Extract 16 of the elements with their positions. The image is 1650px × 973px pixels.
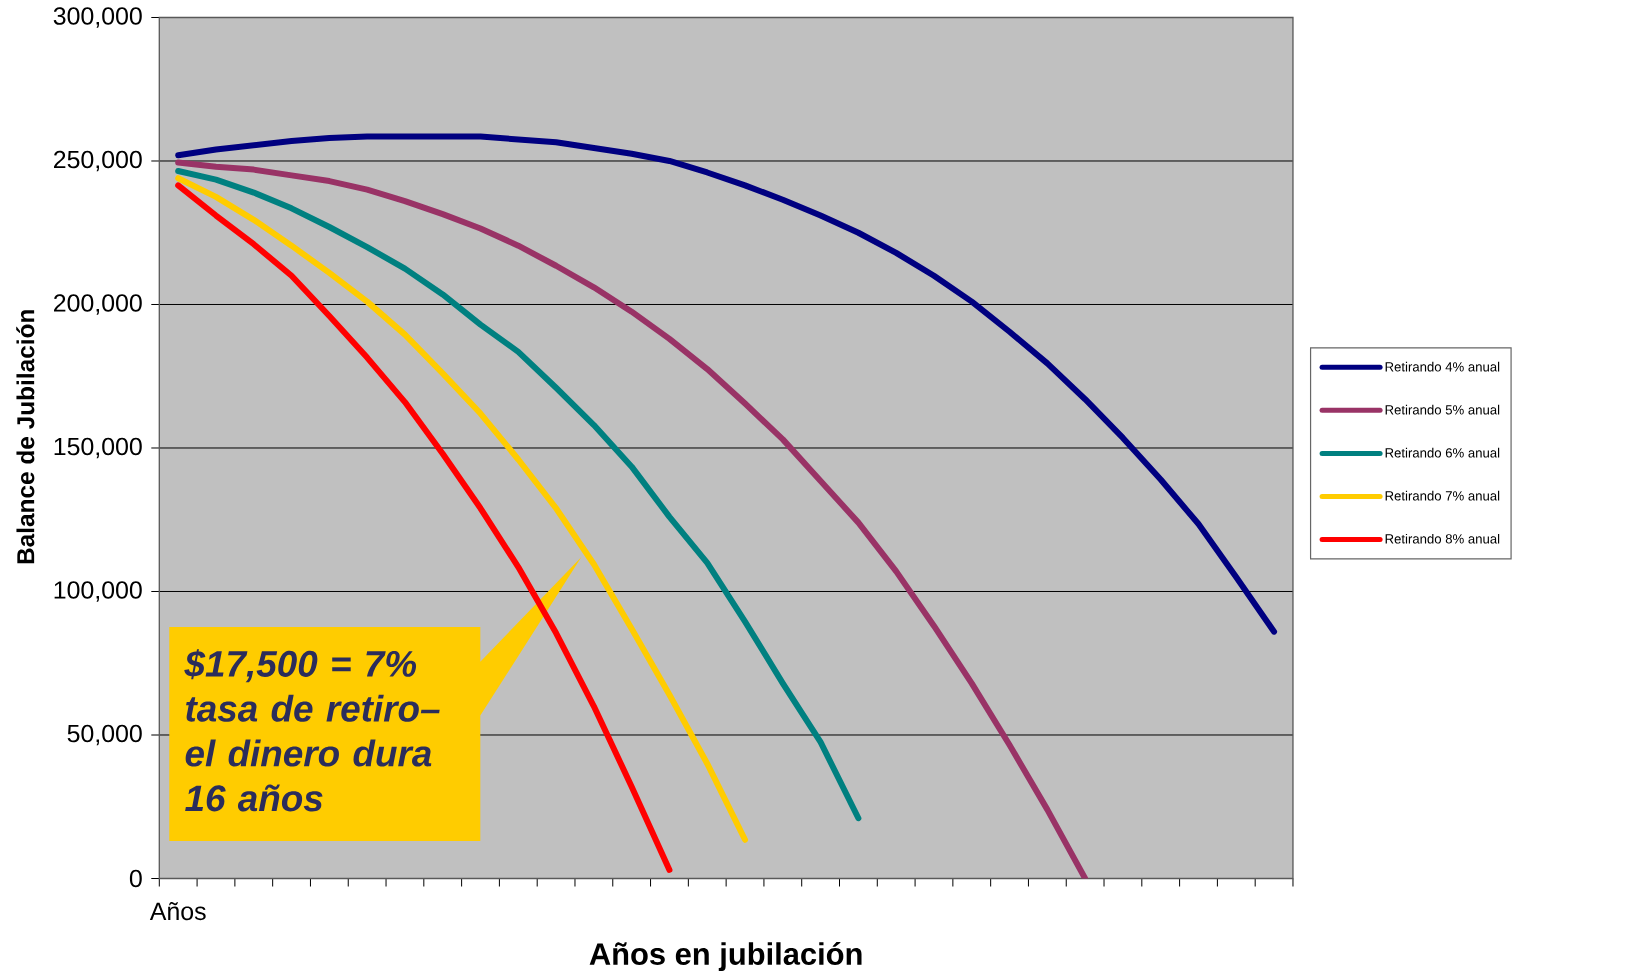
y-tick-label: 250,000 [54, 150, 142, 172]
legend-label: Retirando 5% anual [1385, 404, 1500, 415]
y-tick-label: 200,000 [54, 294, 142, 315]
y-tick-label: 150,000 [54, 437, 142, 459]
legend-label: Retirando 6% anual [1385, 447, 1500, 458]
legend-label: Retirando 7% anual [1385, 490, 1500, 501]
x-tick-label: Años [149, 902, 206, 921]
y-tick-label: 100,000 [54, 581, 142, 602]
y-tick-label: 300,000 [53, 7, 142, 28]
y-tick-label: 50,000 [67, 724, 142, 746]
y-tick-label: 0 [129, 869, 142, 888]
legend-label: Retirando 4% anual [1385, 361, 1500, 372]
x-axis-title: Años en jubilación [589, 941, 862, 972]
y-axis-title: Balance de Jubilación [16, 310, 35, 564]
legend-label: Retirando 8% anual [1385, 533, 1500, 544]
annotation: $17,500 = 7% tasa de retiro– el dinero dura 16 años [184, 649, 440, 812]
